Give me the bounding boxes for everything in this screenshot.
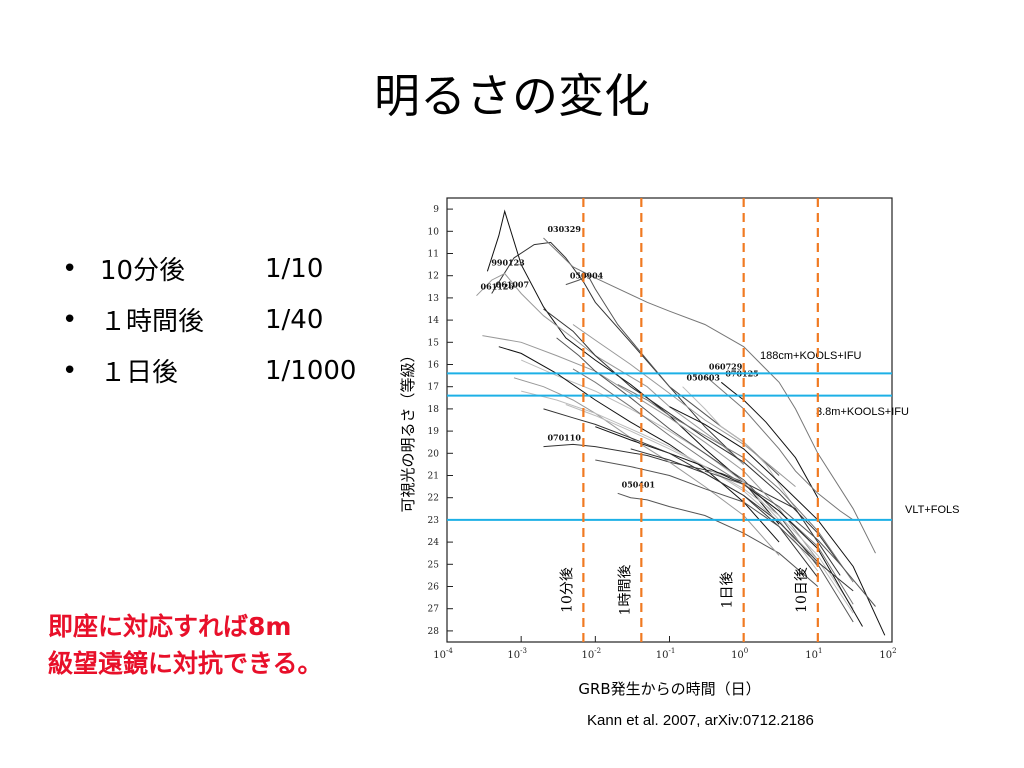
y-tick-label: 25 <box>428 560 440 570</box>
bullet-label: １時間後 <box>100 307 205 337</box>
highlight-note: 即座に対応すれば8m 級望遠鏡に対抗できる。 <box>48 608 323 682</box>
series-label: 060729 <box>709 362 743 372</box>
y-tick-label: 12 <box>428 272 439 282</box>
y-tick-label: 22 <box>428 494 439 504</box>
y-tick-label: 9 <box>433 205 439 215</box>
series-label: 050401 <box>622 479 655 489</box>
y-tick-label: 26 <box>428 583 440 593</box>
x-tick-label: 10-1 <box>656 647 676 661</box>
series-label: 050904 <box>570 271 604 281</box>
citation: Kann et al. 2007, arXiv:0712.2186 <box>587 712 814 729</box>
y-axis-title: 可視光の明るさ（等級） <box>399 347 417 512</box>
time-marker-label: 10日後 <box>794 567 810 613</box>
series-line-030329 <box>543 237 876 554</box>
plot-frame <box>446 197 893 643</box>
series-line <box>543 408 819 578</box>
series-line <box>556 337 819 567</box>
y-tick-label: 10 <box>428 227 440 237</box>
y-tick-label: 28 <box>428 627 440 637</box>
x-tick-label: 102 <box>879 647 896 661</box>
y-tick-label: 23 <box>428 516 440 526</box>
series-line <box>498 346 780 543</box>
series-line-070125 <box>720 381 819 498</box>
y-tick-label: 18 <box>428 405 440 415</box>
note-line: 即座に対応すれば8m <box>48 612 292 641</box>
bullet-dot-icon: • <box>62 355 78 386</box>
limit-label: 188cm+KOOLS+IFU <box>760 350 862 362</box>
y-tick-label: 19 <box>428 427 440 437</box>
bullet-dot-icon: • <box>62 253 78 284</box>
note-line: 級望遠鏡に対抗できる。 <box>48 649 323 678</box>
y-tick-label: 13 <box>428 294 440 304</box>
series-line <box>595 459 854 623</box>
time-marker-label: 1時間後 <box>617 565 633 616</box>
series-line <box>572 368 854 605</box>
series-label: 070110 <box>547 433 581 443</box>
bullet-dot-icon: • <box>62 304 78 335</box>
series-label: 061007 <box>496 279 529 289</box>
y-tick-label: 21 <box>428 472 439 482</box>
time-marker-label: 1日後 <box>720 572 736 609</box>
x-axis-title: GRB発生からの時間（日） <box>578 680 760 698</box>
x-tick-label: 101 <box>805 647 822 661</box>
limit-label: VLT+FOLS <box>905 504 960 516</box>
series-line-050603 <box>682 386 796 510</box>
series-line-061007 <box>491 241 745 465</box>
series-label: 061126 <box>481 282 515 292</box>
series-label: 990123 <box>491 257 525 267</box>
series-line-061126 <box>476 272 745 465</box>
y-tick-label: 11 <box>428 250 439 260</box>
bullet-item: • １時間後 1/40 <box>62 294 356 345</box>
y-tick-label: 15 <box>428 338 440 348</box>
x-tick-label: 10-2 <box>582 647 602 661</box>
bullet-value: 1/1000 <box>265 355 357 386</box>
y-tick-label: 20 <box>428 449 440 459</box>
bullet-label: １日後 <box>100 358 179 388</box>
bullet-list: • 10分後 1/10 • １時間後 1/40 • １日後 1/1000 <box>62 243 356 396</box>
y-tick-label: 14 <box>428 316 440 326</box>
series-line <box>520 359 819 572</box>
series-label: 030329 <box>547 224 581 234</box>
series-line <box>595 426 863 627</box>
y-tick-label: 17 <box>428 383 440 393</box>
series-line <box>482 335 819 561</box>
y-tick-label: 24 <box>428 538 440 548</box>
series-line <box>669 406 886 636</box>
x-tick-label: 10-4 <box>433 647 453 661</box>
y-tick-label: 27 <box>428 605 440 615</box>
slide-title: 明るさの変化 <box>374 69 650 123</box>
series-line <box>617 384 854 583</box>
bullet-value: 1/40 <box>265 304 324 335</box>
bullet-value: 1/10 <box>265 253 324 284</box>
limit-label: 3.8m+KOOLS+IFU <box>816 406 909 418</box>
y-tick-label: 16 <box>428 361 440 371</box>
bullet-item: • 10分後 1/10 <box>62 243 356 294</box>
bullet-item: • １日後 1/1000 <box>62 345 356 396</box>
series-label: 050603 <box>687 373 721 383</box>
series-line-050401 <box>617 492 819 587</box>
x-tick-label: 10-3 <box>507 647 527 661</box>
series-line <box>704 470 876 607</box>
series-line <box>521 390 854 614</box>
series-line-990123 <box>486 209 780 525</box>
time-marker-label: 10分後 <box>559 567 575 613</box>
bullet-label: 10分後 <box>100 256 186 286</box>
series-line <box>572 324 796 487</box>
x-tick-label: 100 <box>731 647 748 661</box>
